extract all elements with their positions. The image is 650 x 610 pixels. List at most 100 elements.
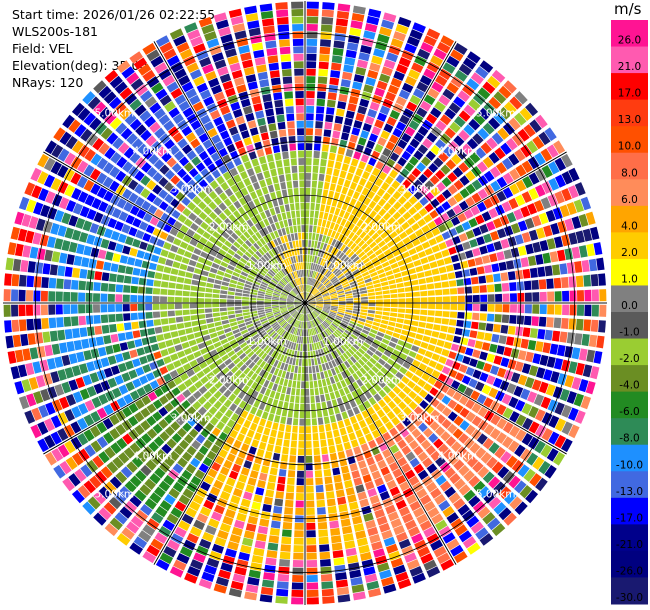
range-gate xyxy=(132,267,141,276)
range-gate xyxy=(202,63,215,75)
range-ring-label: 2.00km xyxy=(209,374,249,386)
range-gate xyxy=(386,438,396,448)
range-gate xyxy=(152,399,163,410)
range-gate xyxy=(156,334,165,342)
range-gate xyxy=(276,262,283,270)
range-gate xyxy=(275,159,283,168)
range-gate xyxy=(255,348,263,356)
range-gate xyxy=(281,61,292,70)
range-gate xyxy=(488,117,501,130)
range-gate xyxy=(295,343,299,351)
range-gate xyxy=(315,203,321,211)
range-gate xyxy=(256,261,264,268)
range-gate xyxy=(356,337,364,345)
range-gate xyxy=(191,279,199,286)
range-gate xyxy=(328,445,336,454)
range-gate xyxy=(321,588,334,597)
range-gate xyxy=(305,232,309,240)
range-gate xyxy=(192,411,202,422)
range-gate xyxy=(418,363,428,372)
range-gate xyxy=(540,197,552,210)
range-gate xyxy=(291,589,304,597)
range-gate xyxy=(392,349,401,357)
range-gate xyxy=(561,188,572,202)
range-gate xyxy=(450,303,458,311)
range-gate xyxy=(341,434,349,443)
range-gate xyxy=(303,292,305,300)
range-gate xyxy=(271,303,279,305)
range-gate xyxy=(357,436,367,445)
range-gate xyxy=(132,378,142,389)
range-gate xyxy=(264,296,272,300)
range-gate xyxy=(340,235,348,244)
range-gate xyxy=(495,304,503,313)
range-gate xyxy=(450,441,462,452)
range-gate xyxy=(426,316,435,323)
range-gate xyxy=(110,230,121,241)
range-gate xyxy=(306,292,309,300)
range-gate xyxy=(543,369,553,381)
range-gate xyxy=(272,256,279,264)
range-gate xyxy=(339,209,346,218)
range-gate xyxy=(318,536,329,545)
range-gate xyxy=(283,339,288,347)
range-gate xyxy=(270,191,277,200)
range-gate xyxy=(425,366,434,375)
range-gate xyxy=(258,350,265,358)
range-gate xyxy=(182,207,192,217)
range-gate xyxy=(321,144,330,152)
range-gate xyxy=(214,380,223,390)
range-gate xyxy=(286,484,295,493)
range-gate xyxy=(316,410,323,418)
range-gate xyxy=(280,320,287,327)
range-gate xyxy=(210,84,223,95)
range-gate xyxy=(262,235,270,244)
range-gate xyxy=(244,251,252,258)
range-gate xyxy=(331,55,343,64)
range-gate xyxy=(514,194,526,207)
range-gate xyxy=(253,103,263,112)
range-gate xyxy=(355,274,363,280)
range-gate xyxy=(383,473,394,483)
range-gate xyxy=(129,247,138,257)
range-gate xyxy=(420,257,429,265)
range-gate xyxy=(233,387,241,396)
range-gate xyxy=(316,98,326,107)
colorbar-tick-label: -26.0 xyxy=(616,565,643,577)
range-gate xyxy=(323,307,331,310)
range-gate xyxy=(568,276,577,288)
range-gate xyxy=(343,441,352,450)
range-gate xyxy=(576,290,585,302)
range-gate xyxy=(286,303,294,305)
range-gate xyxy=(360,154,370,163)
range-gate xyxy=(65,393,77,406)
range-gate xyxy=(389,353,398,362)
range-gate xyxy=(385,371,395,380)
range-gate xyxy=(142,69,156,82)
range-gate xyxy=(149,235,159,245)
range-gate xyxy=(341,163,349,172)
range-gate xyxy=(311,180,318,188)
range-gate xyxy=(371,150,381,160)
range-gate xyxy=(283,378,289,387)
range-gate xyxy=(315,307,322,312)
range-gate xyxy=(168,317,176,324)
range-gate xyxy=(122,294,130,302)
range-gate xyxy=(243,419,252,429)
range-gate xyxy=(458,530,472,543)
range-gate xyxy=(306,91,315,99)
range-gate xyxy=(478,322,487,331)
range-gate xyxy=(269,281,277,286)
range-gate xyxy=(163,120,175,132)
range-gate xyxy=(312,319,317,327)
range-gate xyxy=(89,117,102,131)
range-gate xyxy=(321,581,334,590)
range-gate xyxy=(352,245,360,253)
range-gate xyxy=(340,344,347,352)
range-gate xyxy=(110,333,119,343)
range-gate xyxy=(291,290,297,296)
range-gate xyxy=(438,151,449,163)
range-gate xyxy=(331,238,337,247)
range-gate xyxy=(378,327,387,334)
range-gate xyxy=(405,303,413,308)
